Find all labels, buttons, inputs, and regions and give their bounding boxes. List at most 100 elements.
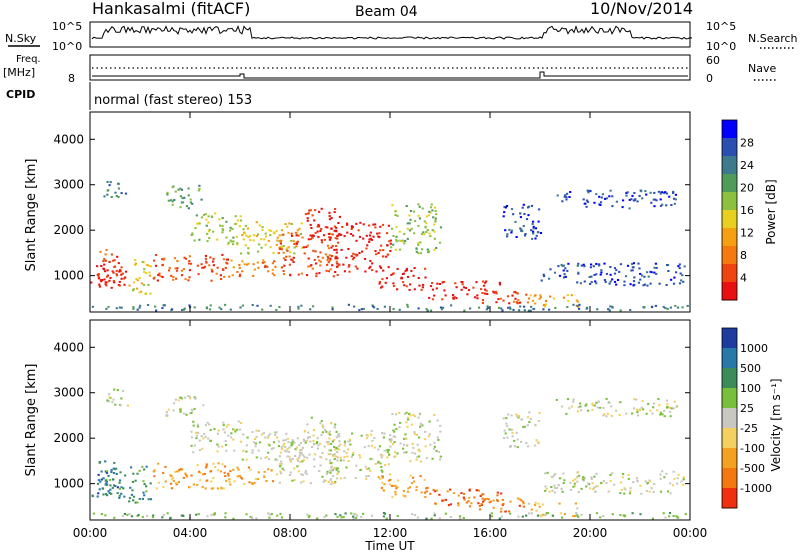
- range-gate-cell: [277, 440, 280, 443]
- range-gate-cell: [279, 242, 282, 245]
- range-gate-cell: [279, 512, 282, 515]
- range-gate-cell: [669, 492, 672, 495]
- range-gate-cell: [663, 409, 666, 412]
- range-gate-cell: [246, 251, 250, 254]
- range-gate-cell: [317, 255, 320, 258]
- range-gate-cell: [117, 187, 120, 190]
- range-gate-cell: [208, 237, 211, 240]
- range-gate-cell: [569, 481, 572, 484]
- range-gate-cell: [577, 406, 581, 409]
- range-gate-cell: [511, 435, 514, 438]
- range-gate-cell: [527, 502, 531, 505]
- range-gate-cell: [352, 517, 355, 520]
- range-gate-cell: [437, 451, 440, 453]
- range-gate-cell: [189, 201, 192, 204]
- range-gate-cell: [156, 279, 159, 282]
- range-gate-cell: [439, 306, 443, 309]
- range-gate-cell: [204, 424, 207, 427]
- range-gate-cell: [595, 512, 599, 515]
- range-gate-cell: [213, 428, 216, 431]
- range-gate-cell: [91, 305, 94, 308]
- range-gate-cell: [632, 280, 636, 283]
- velocity-ylabel: Slant Range [km]: [24, 364, 39, 477]
- range-gate-cell: [327, 443, 330, 446]
- range-gate-cell: [520, 228, 523, 231]
- range-gate-cell: [362, 237, 365, 240]
- range-gate-cell: [296, 458, 299, 461]
- range-gate-cell: [630, 198, 633, 201]
- range-gate-cell: [498, 517, 501, 520]
- range-gate-cell: [218, 306, 221, 309]
- range-gate-cell: [203, 265, 207, 268]
- range-gate-cell: [276, 236, 279, 239]
- range-gate-cell: [174, 190, 177, 193]
- range-gate-cell: [172, 278, 175, 281]
- range-gate-cell: [631, 412, 634, 415]
- range-gate-cell: [640, 190, 643, 193]
- range-gate-cell: [183, 196, 186, 199]
- range-gate-cell: [101, 487, 104, 490]
- range-gate-cell: [224, 440, 227, 443]
- range-gate-cell: [631, 263, 634, 265]
- range-gate-cell: [298, 444, 301, 447]
- range-gate-cell: [306, 217, 309, 220]
- range-gate-cell: [388, 453, 391, 456]
- range-gate-cell: [157, 462, 160, 465]
- range-gate-cell: [505, 205, 509, 207]
- range-gate-cell: [103, 258, 106, 261]
- frequency-trace: [92, 71, 688, 79]
- range-gate-cell: [337, 222, 340, 224]
- range-gate-cell: [392, 435, 395, 438]
- range-gate-cell: [207, 230, 211, 233]
- range-gate-cell: [677, 265, 680, 268]
- range-gate-cell: [434, 210, 437, 212]
- range-gate-cell: [331, 306, 334, 309]
- range-gate-cell: [252, 274, 255, 277]
- range-gate-cell: [438, 283, 441, 285]
- range-gate-cell: [412, 446, 415, 449]
- range-gate-cell: [573, 515, 576, 517]
- range-gate-cell: [473, 496, 476, 499]
- range-gate-cell: [408, 288, 411, 291]
- range-gate-cell: [540, 279, 543, 282]
- range-gate-cell: [341, 226, 344, 228]
- range-gate-cell: [207, 437, 210, 440]
- range-gate-cell: [534, 227, 537, 230]
- range-gate-cell: [214, 466, 217, 469]
- range-gate-cell: [515, 292, 518, 294]
- range-gate-cell: [365, 477, 368, 480]
- range-gate-cell: [243, 263, 246, 266]
- range-gate-cell: [605, 481, 608, 484]
- range-gate-cell: [636, 200, 639, 203]
- range-gate-cell: [312, 439, 315, 442]
- range-gate-cell: [502, 437, 506, 439]
- range-gate-cell: [210, 279, 213, 282]
- range-gate-cell: [282, 245, 285, 247]
- range-gate-cell: [225, 479, 228, 482]
- range-gate-cell: [296, 229, 299, 232]
- range-gate-cell: [637, 262, 640, 265]
- range-gate-cell: [561, 265, 564, 268]
- range-gate-cell: [577, 271, 580, 274]
- range-gate-cell: [683, 265, 686, 268]
- range-gate-cell: [123, 495, 126, 498]
- range-gate-cell: [478, 504, 481, 507]
- range-gate-cell: [561, 200, 564, 203]
- range-gate-cell: [476, 294, 479, 297]
- range-gate-cell: [444, 294, 447, 297]
- range-gate-cell: [364, 465, 367, 468]
- range-gate-cell: [294, 448, 297, 451]
- range-gate-cell: [584, 202, 587, 205]
- range-gate-cell: [171, 203, 174, 206]
- range-gate-cell: [609, 280, 612, 283]
- range-gate-cell: [625, 412, 628, 415]
- range-gate-cell: [551, 514, 554, 517]
- range-gate-cell: [143, 271, 146, 273]
- range-gate-cell: [423, 233, 426, 236]
- range-gate-cell: [132, 289, 135, 292]
- range-gate-cell: [329, 257, 332, 260]
- range-gate-cell: [405, 451, 408, 454]
- range-gate-cell: [377, 448, 380, 451]
- range-gate-cell: [343, 444, 346, 447]
- range-gate-cell: [404, 269, 407, 272]
